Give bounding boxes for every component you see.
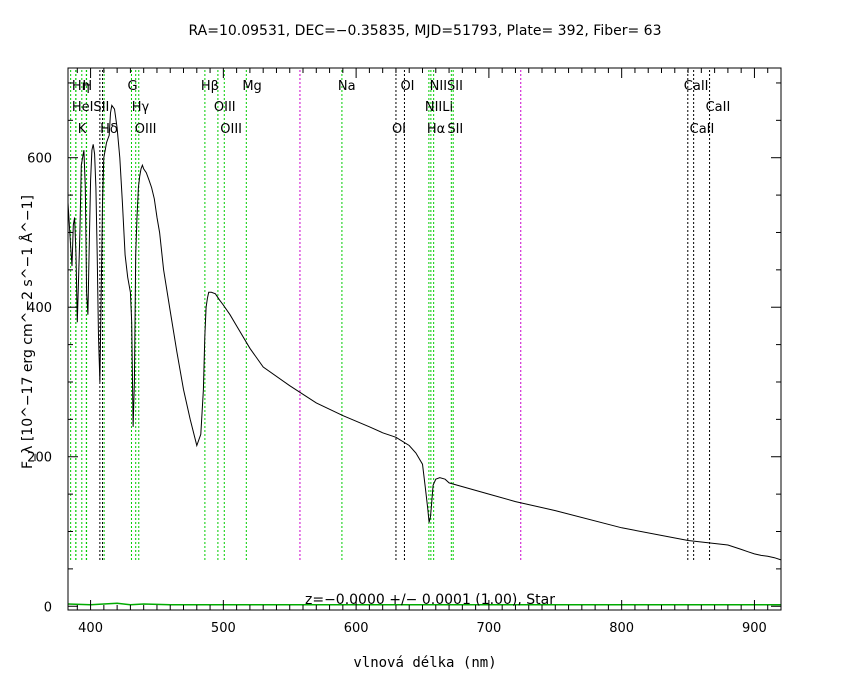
line-label: CaII — [684, 79, 709, 94]
x-tick-label: 500 — [211, 621, 236, 636]
y-tick-label: 600 — [27, 152, 52, 167]
line-label: Hη — [72, 79, 90, 94]
line-label: OIII — [220, 122, 242, 137]
line-label: HeISII — [72, 100, 110, 115]
line-label: CaII — [706, 100, 731, 115]
x-tick-label: 600 — [344, 621, 369, 636]
plot-frame — [67, 67, 782, 611]
line-label: NIILi — [425, 100, 453, 115]
line-label: OI — [392, 122, 406, 137]
line-label: OIII — [135, 122, 157, 137]
annotation: z=−0.0000 +/− 0.0001 (1.00), Star — [305, 592, 555, 608]
y-tick-label: 0 — [44, 600, 52, 615]
x-tick-label: 400 — [78, 621, 103, 636]
line-label: Hβ — [201, 79, 219, 94]
line-label: G — [127, 79, 137, 94]
y-tick-label: 200 — [27, 451, 52, 466]
line-label: Hα — [427, 122, 445, 137]
y-tick-label: 400 — [27, 301, 52, 316]
spectral-line-labels: HηH G Hβ Mg Na OI NIISII CaII HeISII Hγ OIII NIILi C… — [72, 79, 730, 137]
line-label: OI — [400, 79, 414, 94]
y-axis-ticks: 0 200 400 600 — [27, 82, 781, 615]
line-label: Hγ — [132, 100, 150, 115]
line-label: Mg — [242, 79, 261, 94]
x-axis-label: vlnová délka (nm) — [353, 655, 496, 671]
line-label: CaII — [690, 122, 715, 137]
error-series — [67, 602, 781, 606]
line-label: OIII — [214, 100, 236, 115]
plot-area — [67, 104, 782, 606]
x-tick-label: 900 — [742, 621, 767, 636]
x-tick-label: 800 — [609, 621, 634, 636]
line-label: Hδ — [100, 122, 118, 137]
line-label: K — [78, 122, 87, 137]
x-tick-label: 700 — [476, 621, 501, 636]
spectrum-series — [67, 104, 782, 561]
chart-title: RA=10.09531, DEC=−0.35835, MJD=51793, Pl… — [189, 23, 662, 39]
spectral-line-markers — [70, 70, 711, 560]
line-label: H — [82, 79, 92, 94]
line-label: SII — [447, 122, 463, 137]
line-label: NIISII — [430, 79, 463, 94]
y-axis-label: F_λ [10^−17 erg cm^−2 s^−1 Å^−1] — [19, 195, 36, 469]
x-axis-ticks: 400 500 600 700 800 900 — [76, 68, 782, 636]
line-label: Na — [338, 79, 356, 94]
